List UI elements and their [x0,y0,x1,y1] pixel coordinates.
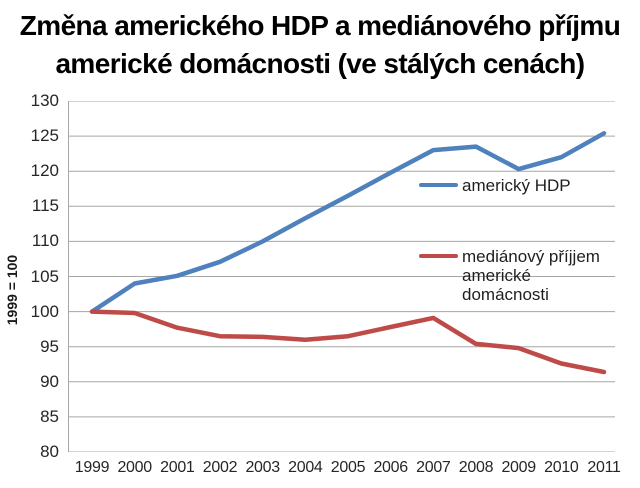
x-tick-label: 2011 [587,459,621,476]
legend-item-gdp: americký HDP [419,176,571,195]
legend-label-income: mediánový příjjem americké domácnosti [462,247,600,304]
y-tick-label: 125 [30,126,59,146]
x-tick-label: 1999 [74,459,110,476]
y-tick-label: 90 [40,371,59,391]
y-tick-label: 130 [30,91,59,110]
x-tick-label: 2009 [501,459,536,476]
x-tick-label: 2007 [416,459,451,476]
income-line-series [89,309,607,375]
x-tick-label: 2000 [117,459,152,476]
chart-title: Změna amerického HDP a mediánového příjm… [0,7,640,83]
x-tick-label: 2005 [330,459,366,476]
x-axis-ticks: 1999 2000 2001 2002 2003 2004 2005 2006 2007 2008… [68,459,621,479]
chart-title-line1: Změna amerického HDP a mediánového příjm… [19,10,621,41]
y-tick-label: 95 [40,336,59,356]
chart-title-line2: americké domácnosti (ve stálých cenách) [55,48,585,79]
legend-item-income: mediánový příjjem americké domácnosti [419,247,604,304]
plot-area [68,101,615,452]
legend-label-gdp: americký HDP [462,176,571,195]
y-tick-label: 100 [30,301,59,321]
x-tick-label: 2010 [544,459,579,476]
y-tick-label: 110 [31,231,59,251]
x-tick-label: 2002 [202,459,238,476]
x-tick-label: 2003 [245,459,280,476]
y-tick-label: 85 [40,406,59,426]
x-tick-label: 2008 [458,459,494,476]
y-tick-label: 115 [31,196,59,216]
y-tick-label: 120 [30,161,59,181]
gdp-line-series [89,131,607,314]
line-chart [68,101,615,452]
x-tick-label: 2004 [288,459,323,476]
y-tick-label: 80 [40,442,59,461]
legend-line-gdp [419,183,458,187]
legend-line-income [419,254,458,258]
y-axis-ticks: 80 85 90 95 100 105 110 115 120 125 130 [0,0,59,488]
x-tick-label: 2006 [373,459,408,476]
y-tick-label: 105 [30,266,59,286]
x-tick-label: 2001 [160,459,195,476]
